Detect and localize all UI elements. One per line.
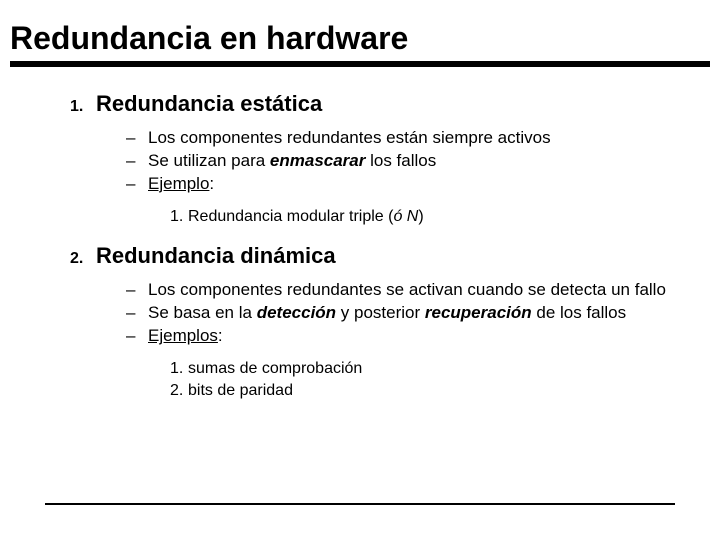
section-1: 1. Redundancia estática – Los componente…: [70, 91, 690, 227]
dash-icon: –: [126, 173, 148, 196]
section-2: 2. Redundancia dinámica – Los componente…: [70, 243, 690, 401]
section-1-subnum: 1. Redundancia modular triple (ó N): [70, 206, 690, 228]
bottom-divider: [45, 503, 675, 505]
list-item: 1. sumas de comprobación: [170, 358, 690, 380]
section-1-bullets: – Los componentes redundantes están siem…: [70, 127, 690, 196]
section-1-header: 1. Redundancia estática: [70, 91, 690, 117]
dash-icon: –: [126, 150, 148, 173]
section-2-number: 2.: [70, 250, 96, 268]
subnum-number: 2.: [170, 380, 188, 402]
section-2-subnum: 1. sumas de comprobación 2. bits de pari…: [70, 358, 690, 401]
bullet-text: Se basa en la detección y posterior recu…: [148, 302, 626, 325]
list-item: – Ejemplo:: [126, 173, 690, 196]
dash-icon: –: [126, 127, 148, 150]
section-2-title: Redundancia dinámica: [96, 243, 336, 269]
slide-content: 1. Redundancia estática – Los componente…: [10, 91, 710, 401]
bullet-text: Ejemplo:: [148, 173, 214, 196]
list-item: – Ejemplos:: [126, 325, 690, 348]
section-1-title: Redundancia estática: [96, 91, 322, 117]
list-item: 2. bits de paridad: [170, 380, 690, 402]
section-2-header: 2. Redundancia dinámica: [70, 243, 690, 269]
subnum-text: Redundancia modular triple (ó N): [188, 206, 424, 228]
section-1-number: 1.: [70, 98, 96, 116]
bullet-text: Se utilizan para enmascarar los fallos: [148, 150, 436, 173]
section-2-bullets: – Los componentes redundantes se activan…: [70, 279, 690, 348]
list-item: – Se utilizan para enmascarar los fallos: [126, 150, 690, 173]
list-item: – Se basa en la detección y posterior re…: [126, 302, 690, 325]
subnum-text: sumas de comprobación: [188, 358, 362, 380]
subnum-number: 1.: [170, 206, 188, 228]
dash-icon: –: [126, 325, 148, 348]
bullet-text: Los componentes redundantes se activan c…: [148, 279, 666, 302]
slide-title: Redundancia en hardware: [10, 20, 710, 57]
list-item: – Los componentes redundantes se activan…: [126, 279, 690, 302]
subnum-text: bits de paridad: [188, 380, 293, 402]
list-item: 1. Redundancia modular triple (ó N): [170, 206, 690, 228]
list-item: – Los componentes redundantes están siem…: [126, 127, 690, 150]
dash-icon: –: [126, 279, 148, 302]
dash-icon: –: [126, 302, 148, 325]
bullet-text: Ejemplos:: [148, 325, 223, 348]
title-divider: [10, 61, 710, 67]
bullet-text: Los componentes redundantes están siempr…: [148, 127, 551, 150]
subnum-number: 1.: [170, 358, 188, 380]
